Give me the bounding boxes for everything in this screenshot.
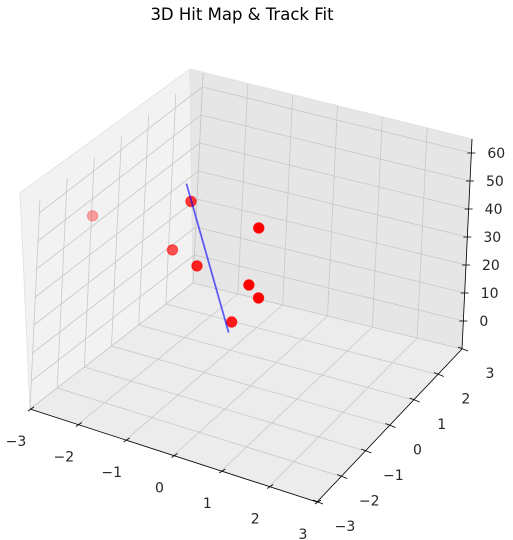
z-tick-label: 40	[485, 202, 503, 218]
z-gridline	[198, 170, 468, 238]
data-marks	[86, 183, 265, 333]
z-tick-label: 0	[479, 314, 488, 330]
x-tick-label: −1	[101, 465, 122, 481]
x-tick-label: 1	[203, 496, 212, 512]
x-tick-mark	[266, 484, 274, 489]
y-tick-label: 0	[413, 443, 422, 459]
y-tick-label: −3	[335, 519, 356, 535]
y-tick-mark	[457, 346, 469, 352]
y-tick-label: 2	[461, 392, 470, 408]
x-tick-label: 3	[299, 527, 308, 540]
y-tick-label: −1	[383, 468, 404, 484]
y-gridline	[192, 282, 463, 350]
x-tick-label: 2	[251, 512, 260, 528]
y-gridline	[165, 303, 438, 375]
y-tick-mark	[433, 372, 444, 377]
hit-point	[253, 222, 265, 234]
hit-point	[191, 260, 203, 272]
y-axis-ticks: −3 −2 −1 0 1 2 3	[312, 346, 495, 535]
z-tick-label: 50	[486, 174, 504, 190]
x-gridline	[371, 116, 383, 328]
z-gridline	[200, 114, 471, 182]
y-tick-mark	[409, 397, 420, 403]
z-gridline	[39, 86, 203, 214]
x-tick-mark	[123, 437, 130, 443]
hit-point	[252, 292, 265, 304]
track-fit-line	[185, 183, 230, 333]
hit-point	[166, 244, 179, 256]
y-gridline	[138, 324, 414, 401]
z-gridline	[35, 170, 199, 298]
y-gridline	[165, 93, 177, 305]
y-gridline	[29, 198, 41, 410]
x-tick-label: −3	[6, 434, 27, 450]
y-gridline	[57, 387, 342, 477]
y-gridline	[111, 345, 390, 426]
x-gridline	[327, 105, 338, 317]
x-tick-label: −2	[54, 450, 75, 466]
z-gridline	[31, 254, 195, 382]
y-gridline	[138, 114, 150, 326]
z-gridline	[194, 254, 464, 322]
x-gridline	[237, 83, 249, 295]
hit-point	[243, 279, 255, 291]
x-tick-label: 0	[155, 481, 164, 497]
y-gridline	[192, 72, 204, 284]
y-gridline	[83, 156, 95, 368]
y-gridline	[56, 177, 68, 389]
x-tick-mark	[219, 468, 226, 474]
y-tick-mark	[385, 423, 396, 428]
z-axis-line	[461, 138, 473, 350]
y-tick-mark	[312, 499, 324, 505]
chart-title: 3D Hit Map & Track Fit	[150, 5, 334, 24]
x-tick-mark	[27, 406, 35, 412]
y-tick-label: 1	[437, 417, 446, 433]
y-tick-label: 3	[486, 366, 495, 382]
z-tick-label: 20	[482, 258, 500, 274]
y-tick-label: −2	[359, 494, 380, 510]
y-tick-mark	[361, 448, 372, 454]
y-gridline	[84, 366, 366, 452]
z-gridline	[196, 198, 467, 266]
y-gridline	[111, 135, 122, 347]
x-gridline	[416, 127, 428, 339]
z-tick-label: 30	[483, 230, 501, 246]
z-gridline	[195, 226, 465, 294]
z-gridline	[202, 86, 472, 154]
z-axis-ticks: 0 10 20 30 40 50 60	[459, 146, 505, 330]
x-tick-mark	[171, 453, 178, 458]
z-gridline	[37, 114, 202, 242]
z-tick-label: 10	[481, 286, 499, 302]
z-gridline	[33, 198, 198, 326]
hit-point	[225, 316, 238, 328]
x-axis-ticks: −3 −2 −1 0 1 2 3	[6, 406, 322, 540]
y-tick-mark	[337, 474, 348, 479]
x-gridline	[282, 94, 294, 306]
x-axis-line	[29, 408, 318, 503]
z-tick-label: 60	[487, 146, 505, 162]
x-tick-mark	[75, 422, 83, 427]
z-gridline	[36, 142, 200, 270]
z-gridline	[199, 142, 469, 210]
hit-point	[86, 210, 99, 222]
